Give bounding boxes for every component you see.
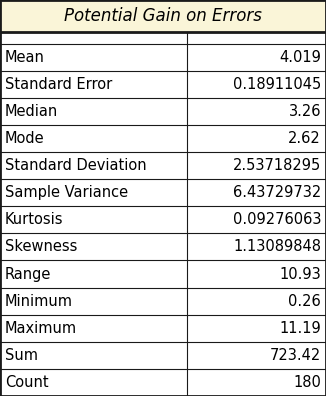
Text: Range: Range xyxy=(5,267,51,282)
Text: Sample Variance: Sample Variance xyxy=(5,185,128,200)
Text: Standard Deviation: Standard Deviation xyxy=(5,158,146,173)
Text: 2.53718295: 2.53718295 xyxy=(233,158,321,173)
Text: Mean: Mean xyxy=(5,50,45,65)
Text: Potential Gain on Errors: Potential Gain on Errors xyxy=(64,7,262,25)
Text: Kurtosis: Kurtosis xyxy=(5,212,63,227)
Text: 0.09276063: 0.09276063 xyxy=(233,212,321,227)
Text: 10.93: 10.93 xyxy=(279,267,321,282)
Text: 2.62: 2.62 xyxy=(289,131,321,146)
Text: Median: Median xyxy=(5,104,58,119)
Text: Mode: Mode xyxy=(5,131,45,146)
Text: 4.019: 4.019 xyxy=(279,50,321,65)
Text: 180: 180 xyxy=(293,375,321,390)
Text: Minimum: Minimum xyxy=(5,293,73,308)
Text: Count: Count xyxy=(5,375,49,390)
Text: Sum: Sum xyxy=(5,348,38,363)
Text: 1.13089848: 1.13089848 xyxy=(233,240,321,254)
Text: 6.43729732: 6.43729732 xyxy=(233,185,321,200)
Text: Maximum: Maximum xyxy=(5,321,77,336)
Text: 723.42: 723.42 xyxy=(270,348,321,363)
Text: 0.18911045: 0.18911045 xyxy=(233,77,321,92)
Text: Skewness: Skewness xyxy=(5,240,77,254)
Text: 3.26: 3.26 xyxy=(289,104,321,119)
Bar xyxy=(0,0,326,32)
Text: 11.19: 11.19 xyxy=(279,321,321,336)
Text: 0.26: 0.26 xyxy=(289,293,321,308)
Text: Standard Error: Standard Error xyxy=(5,77,112,92)
